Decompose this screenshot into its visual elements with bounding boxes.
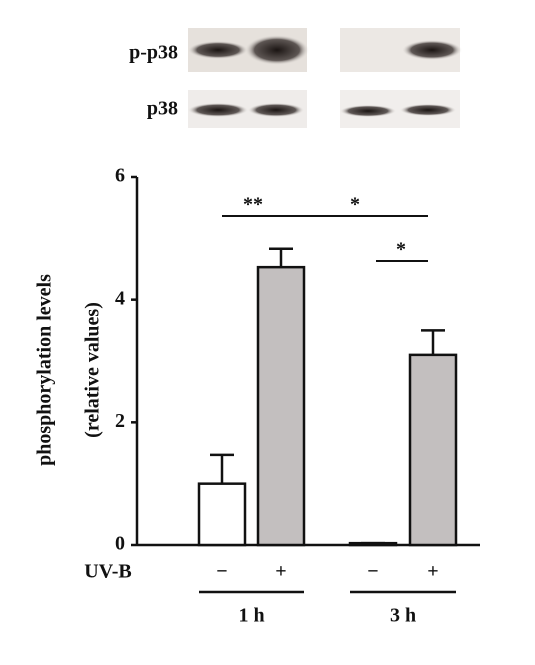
significance-mark: * xyxy=(350,194,360,216)
significance-mark: ** xyxy=(243,194,263,216)
x-tick-label: + xyxy=(427,561,438,583)
significance-mark: * xyxy=(396,239,406,261)
western-blot xyxy=(188,28,462,128)
y-tick-label: 6 xyxy=(115,165,125,187)
y-axis-label: phosphorylation levels xyxy=(34,274,56,466)
x-tick-label: − xyxy=(216,561,227,583)
x-tick-label: + xyxy=(275,561,286,583)
y-tick-label: 2 xyxy=(115,410,125,432)
blot-label: p-p38 xyxy=(129,42,178,64)
y-tick-label: 4 xyxy=(115,287,125,309)
group-label: 3 h xyxy=(390,605,416,627)
x-tick-label: − xyxy=(367,561,378,583)
bar xyxy=(197,482,247,547)
bar xyxy=(408,353,458,547)
y-axis-label: (relative values) xyxy=(82,302,104,438)
y-tick-label: 0 xyxy=(115,533,125,555)
bar xyxy=(348,541,398,547)
blot-label: p38 xyxy=(147,98,178,120)
x-axis-label: UV-B xyxy=(84,561,131,583)
group-label: 1 h xyxy=(238,605,264,627)
bar xyxy=(256,265,306,547)
